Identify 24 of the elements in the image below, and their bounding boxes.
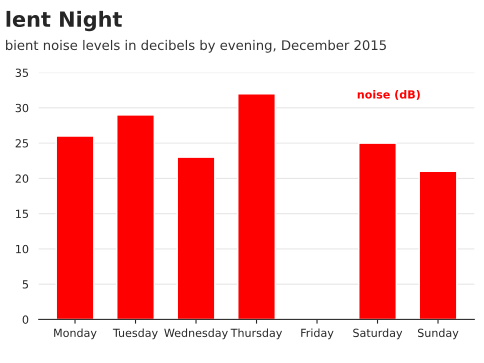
x-tick-label: Saturday xyxy=(353,328,402,340)
bar xyxy=(56,135,94,320)
x-tick-label: Wednesday xyxy=(164,328,228,340)
y-tick-label: 35 xyxy=(16,68,28,77)
chart-title: lent Night xyxy=(6,10,122,32)
x-tick-label: Thursday xyxy=(230,328,282,340)
bar xyxy=(418,170,458,320)
y-tick-label: 15 xyxy=(16,210,28,218)
y-tick-label: 30 xyxy=(16,104,28,112)
bar xyxy=(116,114,155,320)
bar xyxy=(237,93,276,320)
x-tick-label: Tuesday xyxy=(112,328,158,340)
y-tick-label: 25 xyxy=(16,139,28,148)
y-tick-label: 0 xyxy=(22,315,28,324)
x-tick-label: Friday xyxy=(301,328,334,340)
text: noise (dB) xyxy=(358,90,420,100)
x-tick-label: Sunday xyxy=(418,328,458,340)
y-tick-label: 20 xyxy=(16,174,28,183)
bar xyxy=(176,156,216,320)
y-tick-label: 5 xyxy=(22,280,28,289)
y-tick-label: 10 xyxy=(16,244,28,254)
x-tick-label: Monday xyxy=(54,328,97,340)
chart-subtitle: bient noise levels in decibels by evening, December 2015 xyxy=(6,40,386,53)
bar xyxy=(358,142,397,320)
